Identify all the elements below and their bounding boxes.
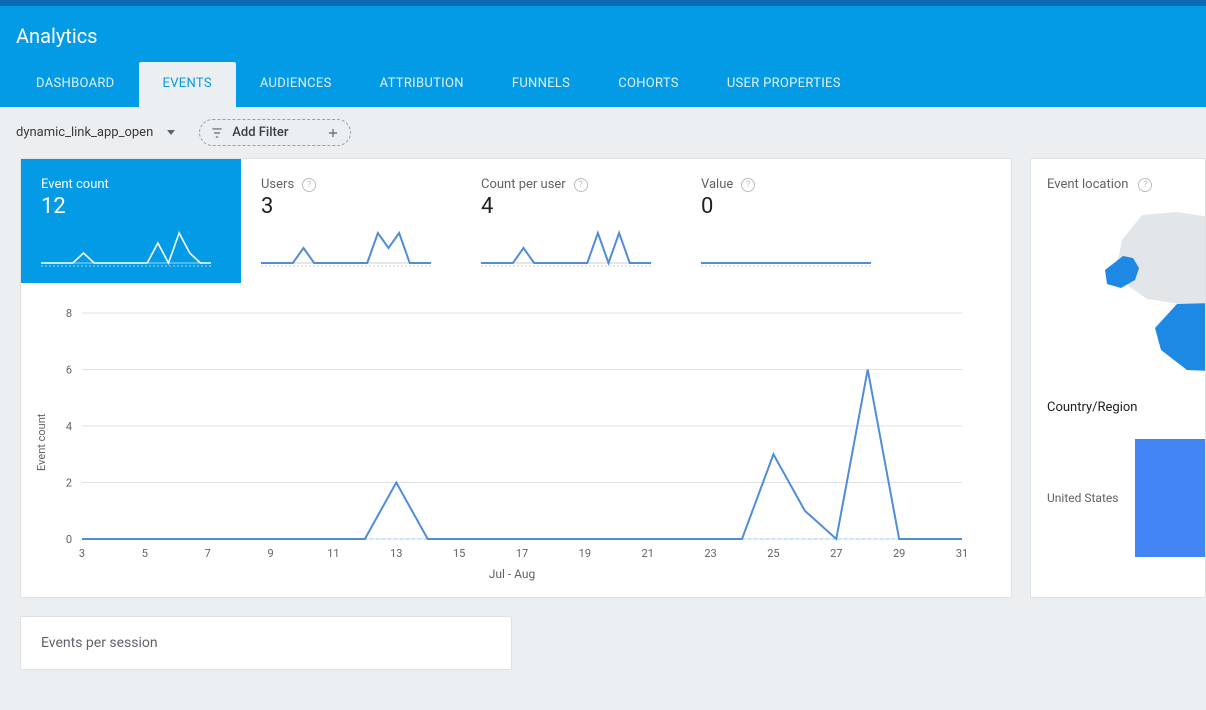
event-select-value: dynamic_link_app_open (16, 125, 153, 140)
svg-text:29: 29 (893, 547, 905, 560)
svg-text:15: 15 (453, 547, 465, 560)
svg-text:5: 5 (142, 547, 148, 560)
tile-sparkline (701, 225, 881, 275)
tile-sparkline (41, 225, 221, 275)
tab-audiences[interactable]: AUDIENCES (236, 62, 356, 107)
tile-label: Value (701, 177, 733, 192)
event-location-card: Event location ? Country/Region United S… (1030, 158, 1206, 598)
event-select-dropdown[interactable]: dynamic_link_app_open (16, 125, 175, 140)
events-per-session-title: Events per session (41, 635, 158, 651)
svg-text:31: 31 (956, 547, 968, 560)
tab-bar: DASHBOARDEVENTSAUDIENCESATTRIBUTIONFUNNE… (0, 62, 1206, 107)
add-filter-button[interactable]: Add Filter (199, 119, 351, 146)
filter-icon (210, 126, 224, 140)
svg-text:9: 9 (267, 547, 273, 560)
help-icon[interactable]: ? (574, 178, 588, 192)
filter-bar: dynamic_link_app_open Add Filter (0, 107, 1206, 158)
tile-sparkline (481, 225, 661, 275)
help-icon[interactable]: ? (302, 178, 316, 192)
tile-value: 0 (701, 194, 881, 219)
svg-text:8: 8 (66, 307, 72, 320)
tile-value: 12 (41, 194, 221, 219)
event-count-chart-wrap: Event count 0 2 4 6 8 3 5 7 9 11 13 15 17 19 21 23 25 27 2… (21, 283, 1011, 581)
tile-label: Count per user (481, 177, 566, 192)
metric-tiles-row: Event count 12 Users? 3 Count per user? … (21, 159, 1011, 283)
svg-text:17: 17 (516, 547, 528, 560)
tab-user-properties[interactable]: USER PROPERTIES (703, 62, 865, 107)
svg-text:23: 23 (704, 547, 716, 560)
chevron-down-icon (167, 130, 175, 135)
svg-text:2: 2 (66, 477, 72, 490)
tile-label: Event count (41, 177, 109, 192)
tile-label: Users (261, 177, 294, 192)
metric-tile-count-per-user[interactable]: Count per user? 4 (461, 159, 681, 283)
add-filter-label: Add Filter (232, 125, 288, 140)
help-icon[interactable]: ? (741, 178, 755, 192)
svg-text:21: 21 (642, 547, 654, 560)
country-region-label: Country/Region (1047, 400, 1189, 415)
svg-text:4: 4 (66, 420, 72, 433)
event-location-title: Event location (1047, 177, 1128, 192)
svg-text:13: 13 (390, 547, 402, 560)
tile-sparkline (261, 225, 441, 275)
tab-events[interactable]: EVENTS (139, 62, 236, 107)
event-location-map[interactable] (1087, 210, 1205, 380)
svg-text:25: 25 (767, 547, 779, 560)
tile-value: 4 (481, 194, 661, 219)
page-title: Analytics (0, 6, 1206, 62)
chart-x-caption: Jul - Aug (52, 567, 972, 581)
svg-text:3: 3 (79, 547, 85, 560)
metric-tile-event-count[interactable]: Event count 12 (21, 159, 241, 283)
tab-cohorts[interactable]: COHORTS (594, 62, 703, 107)
tab-attribution[interactable]: ATTRIBUTION (356, 62, 488, 107)
tile-value: 3 (261, 194, 441, 219)
plus-icon (326, 126, 340, 140)
page-header: Analytics DASHBOARDEVENTSAUDIENCESATTRIB… (0, 6, 1206, 107)
svg-text:19: 19 (579, 547, 591, 560)
tab-dashboard[interactable]: DASHBOARD (12, 62, 139, 107)
svg-text:11: 11 (327, 547, 339, 560)
svg-text:7: 7 (205, 547, 211, 560)
country-name: United States (1047, 491, 1127, 505)
country-row[interactable]: United States (1047, 439, 1189, 557)
metric-tile-value[interactable]: Value? 0 (681, 159, 901, 283)
events-per-session-card: Events per session (20, 616, 512, 670)
country-bar (1135, 439, 1205, 557)
svg-text:27: 27 (830, 547, 842, 560)
event-count-line-chart[interactable]: 0 2 4 6 8 3 5 7 9 11 13 15 17 19 21 23 25 27 29 31 (52, 303, 972, 563)
chart-y-axis-label: Event count (31, 303, 52, 581)
tab-funnels[interactable]: FUNNELS (488, 62, 594, 107)
event-metrics-card: Event count 12 Users? 3 Count per user? … (20, 158, 1012, 598)
metric-tile-users[interactable]: Users? 3 (241, 159, 461, 283)
help-icon[interactable]: ? (1138, 178, 1152, 192)
svg-text:6: 6 (66, 364, 72, 377)
svg-text:0: 0 (66, 533, 72, 546)
